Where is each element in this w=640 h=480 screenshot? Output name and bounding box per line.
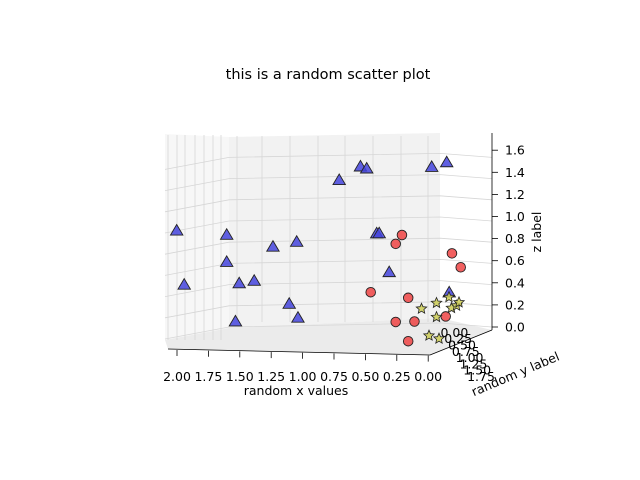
x-tick-label-7: 0.25 bbox=[383, 369, 411, 384]
z-tick-label-0: 0.0 bbox=[505, 320, 525, 335]
grid-line-z-1 bbox=[164, 301, 493, 319]
point-triangle-2 bbox=[219, 227, 234, 240]
x-tick-label-5: 0.75 bbox=[320, 369, 348, 384]
x-tick-label-3: 1.25 bbox=[257, 369, 285, 384]
point-triangle-16 bbox=[382, 265, 397, 278]
point-triangle-13 bbox=[359, 161, 374, 174]
point-circle-4 bbox=[365, 286, 376, 298]
y-tick-label-6: 0.25 bbox=[444, 331, 472, 346]
chart-title: this is a random scatter plot bbox=[226, 67, 431, 83]
y-axis-line bbox=[429, 329, 493, 356]
point-circle-0 bbox=[396, 229, 408, 241]
point-triangle-11 bbox=[332, 173, 347, 185]
grid-line-z-8 bbox=[164, 152, 493, 170]
point-star-6 bbox=[452, 295, 466, 308]
point-triangle-15 bbox=[372, 226, 387, 239]
x-axis-label: random x values bbox=[244, 383, 348, 398]
z-tick-label-7: 1.4 bbox=[505, 165, 525, 180]
x-axis-line bbox=[167, 348, 431, 356]
point-triangle-7 bbox=[265, 239, 280, 252]
grid-line-z-3 bbox=[164, 258, 493, 276]
tick-labels: 2.00 1.75 1.50 1.25 1.00 0.75 0.50 0.25 0.00 1.75… bbox=[163, 143, 525, 384]
point-circle-1 bbox=[390, 238, 401, 250]
point-triangle-9 bbox=[282, 296, 297, 309]
z-tick-label-1: 0.2 bbox=[505, 297, 525, 312]
axis-lines bbox=[167, 133, 493, 356]
x-tick-label-4: 1.00 bbox=[289, 369, 317, 384]
point-triangle-3 bbox=[219, 254, 234, 267]
point-triangle-17 bbox=[424, 160, 439, 172]
z-tick-label-4: 0.8 bbox=[505, 231, 525, 246]
point-circle-8 bbox=[402, 335, 414, 347]
z-tick-label-6: 1.2 bbox=[505, 187, 525, 202]
point-triangle-8 bbox=[289, 234, 304, 247]
z-axis-label: z label bbox=[529, 212, 544, 253]
point-star-0 bbox=[415, 302, 428, 315]
grid-line-z-2 bbox=[164, 280, 493, 297]
x-tick-label-0: 2.00 bbox=[163, 369, 191, 384]
point-star-7 bbox=[422, 329, 436, 341]
y-tick-label-4: 0.75 bbox=[452, 344, 480, 359]
point-triangle-0 bbox=[169, 223, 184, 236]
grid-line-z-0 bbox=[164, 322, 493, 340]
x-tick-label-2: 1.50 bbox=[226, 369, 254, 384]
x-tick-label-8: 0.00 bbox=[414, 369, 442, 384]
x-tick-label-1: 1.75 bbox=[194, 369, 222, 384]
point-triangle-10 bbox=[290, 310, 305, 323]
point-circle-6 bbox=[390, 316, 401, 328]
point-triangle-4 bbox=[232, 276, 247, 289]
point-triangle-1 bbox=[177, 277, 192, 290]
grid-line-z-7 bbox=[164, 174, 493, 191]
point-star-2 bbox=[430, 310, 443, 323]
point-triangle-5 bbox=[228, 314, 243, 327]
y-tick-label-5: 0.50 bbox=[448, 338, 476, 353]
z-tick-label-3: 0.6 bbox=[505, 253, 525, 268]
y-tick-label-3: 1.00 bbox=[456, 350, 484, 365]
point-circle-2 bbox=[446, 248, 458, 259]
back-pane bbox=[229, 133, 440, 328]
grid-line-z-6 bbox=[164, 195, 493, 213]
y-tick-label-2: 1.25 bbox=[459, 356, 487, 371]
y-tick-label-7: 0.00 bbox=[440, 325, 468, 340]
z-tick-label-2: 0.4 bbox=[505, 275, 525, 290]
point-star-1 bbox=[430, 296, 443, 309]
x-tick-label-6: 0.50 bbox=[351, 369, 379, 384]
y-tick-label-0: 1.75 bbox=[467, 369, 495, 384]
point-circle-3 bbox=[455, 261, 466, 273]
point-triangle-6 bbox=[247, 273, 262, 286]
point-triangle-18 bbox=[439, 155, 454, 168]
side-pane bbox=[165, 134, 229, 340]
y-tick-label-1: 1.50 bbox=[463, 363, 491, 378]
point-star-8 bbox=[432, 332, 446, 345]
point-circle-7 bbox=[409, 316, 420, 327]
z-tick-label-8: 1.6 bbox=[505, 143, 525, 158]
z-tick-label-5: 1.0 bbox=[505, 209, 525, 224]
data-points bbox=[169, 155, 466, 347]
point-circle-9 bbox=[440, 311, 451, 322]
grid-line-z-5 bbox=[164, 216, 493, 234]
grid-line-z-4 bbox=[164, 237, 493, 255]
point-star-3 bbox=[442, 290, 456, 303]
point-circle-5 bbox=[402, 292, 414, 304]
grid-lines bbox=[164, 135, 493, 340]
